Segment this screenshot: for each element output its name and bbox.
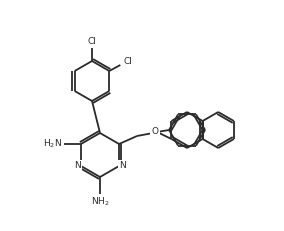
Text: H$_2$N: H$_2$N: [43, 138, 62, 150]
Text: Cl: Cl: [87, 37, 97, 46]
Text: NH$_2$: NH$_2$: [91, 196, 109, 208]
Text: N: N: [75, 161, 81, 170]
Text: N: N: [119, 161, 126, 170]
Text: Cl: Cl: [124, 57, 133, 66]
Text: O: O: [152, 128, 158, 137]
